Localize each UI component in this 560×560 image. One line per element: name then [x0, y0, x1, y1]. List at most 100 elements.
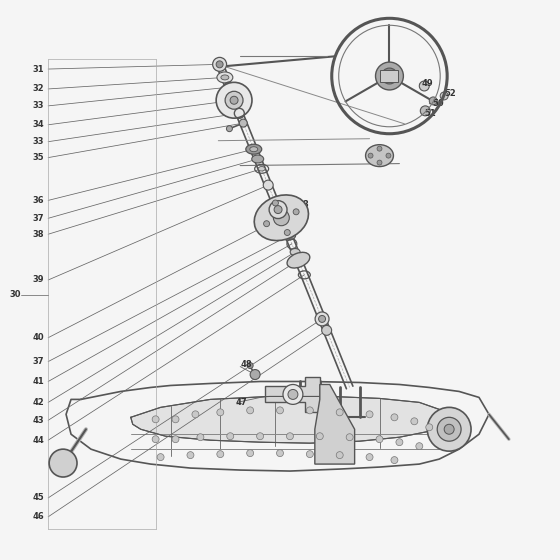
Ellipse shape — [290, 249, 300, 255]
Ellipse shape — [250, 147, 258, 152]
Text: 45: 45 — [32, 493, 44, 502]
Circle shape — [217, 451, 224, 458]
Text: 31: 31 — [32, 64, 44, 73]
Circle shape — [152, 436, 159, 443]
Ellipse shape — [217, 72, 233, 83]
Circle shape — [319, 315, 325, 323]
Text: 30: 30 — [10, 291, 21, 300]
Circle shape — [391, 414, 398, 421]
Text: 44: 44 — [32, 436, 44, 445]
Circle shape — [368, 153, 373, 158]
Circle shape — [247, 362, 253, 368]
Ellipse shape — [246, 144, 262, 154]
Circle shape — [421, 106, 430, 116]
Text: 51: 51 — [424, 109, 436, 118]
Circle shape — [284, 230, 290, 236]
Circle shape — [283, 385, 303, 404]
Circle shape — [366, 411, 373, 418]
Text: 32: 32 — [32, 85, 44, 94]
Text: 38: 38 — [32, 230, 44, 239]
Circle shape — [336, 409, 343, 416]
Circle shape — [336, 452, 343, 459]
Circle shape — [366, 454, 373, 460]
Circle shape — [288, 389, 298, 399]
Circle shape — [217, 409, 224, 416]
Circle shape — [172, 416, 179, 423]
Circle shape — [239, 119, 248, 127]
Text: 33: 33 — [32, 137, 44, 146]
Ellipse shape — [221, 75, 229, 80]
Circle shape — [440, 92, 448, 100]
Ellipse shape — [258, 166, 265, 171]
Text: 34: 34 — [32, 120, 44, 129]
Text: 37: 37 — [32, 214, 44, 223]
Circle shape — [216, 82, 252, 118]
Text: 37: 37 — [32, 357, 44, 366]
Circle shape — [391, 456, 398, 464]
Circle shape — [287, 433, 293, 440]
Circle shape — [225, 91, 243, 109]
Text: 43: 43 — [32, 416, 44, 425]
Circle shape — [377, 160, 382, 165]
Bar — [380, 70, 398, 82]
Circle shape — [419, 81, 430, 91]
Circle shape — [250, 370, 260, 380]
Circle shape — [316, 433, 323, 440]
Circle shape — [264, 221, 269, 227]
Circle shape — [377, 146, 382, 151]
Circle shape — [269, 200, 287, 218]
Circle shape — [213, 57, 227, 71]
Polygon shape — [315, 385, 354, 464]
Circle shape — [192, 411, 199, 418]
Circle shape — [293, 209, 299, 215]
Text: 52: 52 — [444, 90, 456, 99]
Text: 42: 42 — [32, 398, 44, 407]
Circle shape — [152, 416, 159, 423]
Text: 36: 36 — [32, 196, 44, 205]
Circle shape — [376, 436, 383, 443]
Circle shape — [273, 210, 290, 226]
Ellipse shape — [282, 231, 296, 240]
Circle shape — [315, 312, 329, 326]
Circle shape — [306, 451, 314, 458]
Text: 41: 41 — [32, 377, 44, 386]
Text: 46: 46 — [32, 512, 44, 521]
Circle shape — [346, 434, 353, 441]
Circle shape — [411, 418, 418, 425]
Circle shape — [227, 433, 234, 440]
Circle shape — [277, 450, 283, 456]
Circle shape — [216, 61, 223, 68]
Text: 39: 39 — [32, 276, 44, 284]
Text: 40: 40 — [32, 333, 44, 342]
Polygon shape — [265, 376, 320, 412]
Text: 48: 48 — [240, 360, 252, 369]
Circle shape — [157, 454, 164, 460]
Circle shape — [427, 407, 471, 451]
Circle shape — [246, 407, 254, 414]
Ellipse shape — [254, 195, 309, 241]
Ellipse shape — [252, 155, 264, 163]
Circle shape — [321, 325, 332, 335]
Circle shape — [272, 200, 278, 206]
Circle shape — [49, 449, 77, 477]
Circle shape — [274, 206, 282, 213]
Circle shape — [277, 407, 283, 414]
Circle shape — [396, 438, 403, 446]
Text: 49: 49 — [421, 80, 433, 88]
Circle shape — [306, 407, 314, 414]
Circle shape — [376, 62, 403, 90]
Circle shape — [426, 424, 433, 431]
Circle shape — [187, 452, 194, 459]
Circle shape — [226, 125, 232, 132]
Circle shape — [230, 96, 238, 104]
Ellipse shape — [366, 144, 394, 166]
Text: 47: 47 — [235, 398, 247, 407]
Circle shape — [437, 417, 461, 441]
Polygon shape — [130, 396, 444, 443]
Circle shape — [263, 180, 273, 190]
Text: 35: 35 — [32, 153, 44, 162]
Text: 33: 33 — [32, 101, 44, 110]
Circle shape — [197, 434, 204, 441]
Circle shape — [444, 424, 454, 434]
Ellipse shape — [287, 253, 310, 268]
